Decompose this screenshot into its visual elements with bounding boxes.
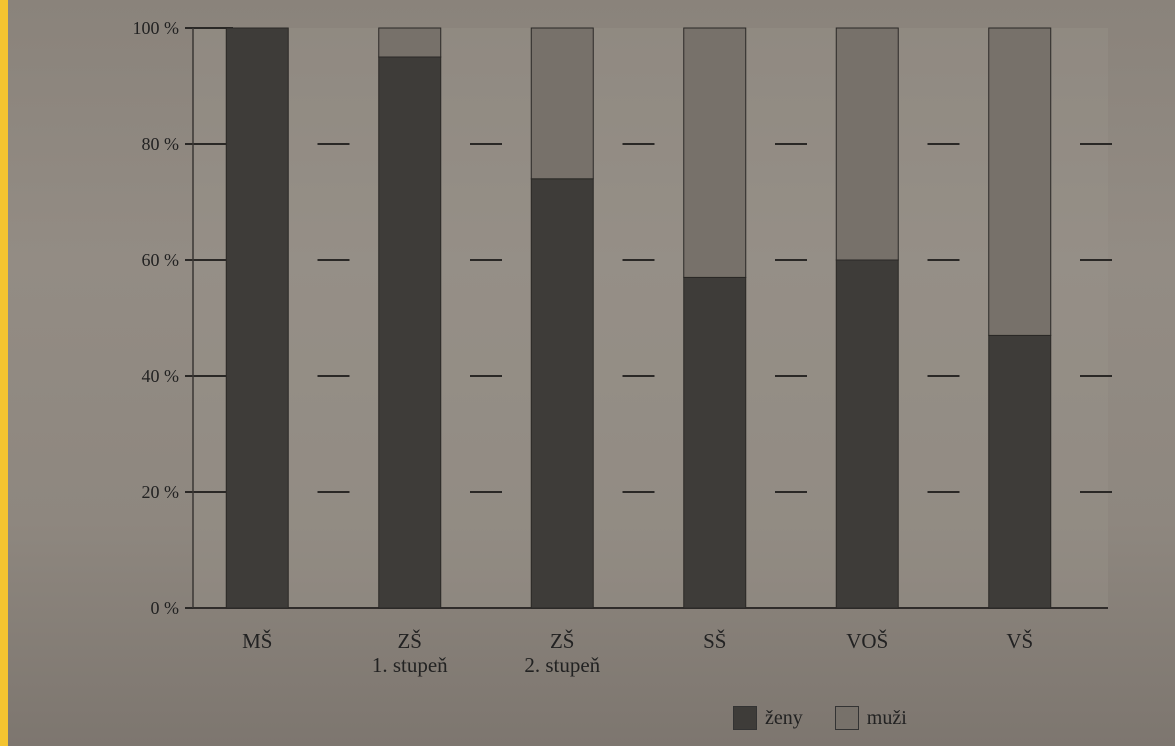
x-category-label: SŠ [703,629,726,653]
x-category-label: ZŠ [550,629,575,653]
y-tick-label: 60 % [142,250,180,270]
x-category-label: 1. stupeň [372,653,448,677]
bar-zeny [988,334,1052,609]
bar-muzi [378,27,442,58]
bar-zeny [835,259,899,609]
bar-zeny [683,276,747,609]
chart-photo: 0 % 20 % 40 % 60 % 80 % 100 % MŠ ZŠ 1. stupeň ZŠ 2… [8,0,1175,746]
legend-label-zeny: ženy [765,706,803,729]
x-category-label: VŠ [1006,629,1033,653]
bar-muzi [988,27,1052,336]
y-tick-label: 80 % [142,134,180,154]
plot-area [193,28,1108,608]
legend-swatch-muzi [834,706,859,730]
legend-swatch-zeny [733,706,757,730]
x-category-label: 2. stupeň [524,653,600,677]
legend: ženy muži [733,706,929,730]
x-category-label: ZŠ [397,629,422,653]
bar-zeny [530,178,594,609]
legend-label-muzi: muži [866,706,907,729]
legend-item-zeny: ženy [733,706,803,730]
x-category-label: VOŠ [846,629,888,653]
y-tick-label: 100 % [133,18,180,38]
x-category-label: MŠ [242,629,272,653]
stacked-bar-chart: 0 %20 %40 %60 %80 %100 %MŠ ZŠ1. stupeňZŠ2… [133,18,1112,677]
bar-zeny [378,56,442,609]
bar-muzi [683,27,747,278]
y-tick-label: 20 % [142,482,180,502]
legend-item-muzi: muži [834,706,907,730]
bar-muzi [835,27,899,261]
bar-muzi [530,27,594,180]
bar-zeny [225,27,289,609]
y-tick-label: 0 % [151,598,180,618]
y-tick-label: 40 % [142,366,180,386]
